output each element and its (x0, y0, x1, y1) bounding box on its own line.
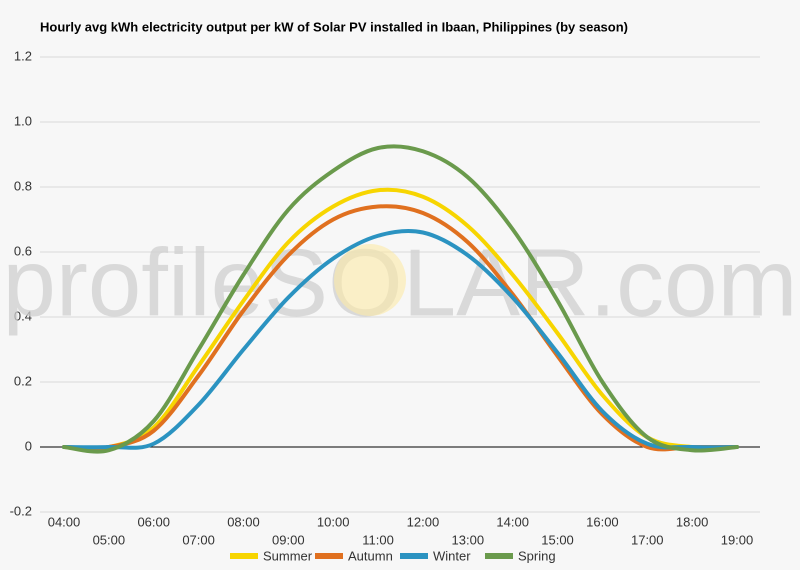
x-tick-label: 13:00 (452, 532, 485, 547)
legend-label: Autumn (348, 548, 393, 563)
series-line (62, 228, 739, 450)
x-tick-label: 08:00 (227, 514, 260, 529)
legend-swatch (485, 553, 513, 559)
y-tick-label: 1.0 (14, 113, 32, 128)
x-tick-label: 14:00 (496, 514, 529, 529)
y-tick-label: 0.4 (14, 308, 32, 323)
x-tick-label: 04:00 (48, 514, 81, 529)
x-tick-label: 16:00 (586, 514, 619, 529)
legend-swatch (315, 553, 343, 559)
x-tick-label: 12:00 (407, 514, 440, 529)
y-tick-label: -0.2 (10, 503, 32, 518)
x-tick-label: 18:00 (676, 514, 709, 529)
x-tick-label: 10:00 (317, 514, 350, 529)
watermark-sun (334, 244, 406, 316)
y-tick-label: 0.2 (14, 373, 32, 388)
legend-label: Summer (263, 548, 313, 563)
y-tick-label: 0 (25, 438, 32, 453)
y-tick-label: 0.6 (14, 243, 32, 258)
y-tick-label: 0.8 (14, 178, 32, 193)
x-tick-label: 07:00 (182, 532, 215, 547)
chart-title: Hourly avg kWh electricity output per kW… (40, 19, 628, 34)
y-tick-label: 1.2 (14, 48, 32, 63)
x-tick-label: 06:00 (137, 514, 170, 529)
x-tick-label: 05:00 (93, 532, 126, 547)
x-tick-label: 11:00 (362, 532, 394, 547)
x-tick-label: 19:00 (721, 532, 754, 547)
legend-label: Spring (518, 548, 556, 563)
legend-swatch (230, 553, 258, 559)
series-line (62, 204, 739, 452)
series-line (62, 187, 739, 451)
legend-swatch (400, 553, 428, 559)
legend-label: Winter (433, 548, 471, 563)
series-line (62, 144, 739, 454)
x-tick-label: 09:00 (272, 532, 305, 547)
x-tick-label: 15:00 (541, 532, 574, 547)
x-tick-label: 17:00 (631, 532, 664, 547)
